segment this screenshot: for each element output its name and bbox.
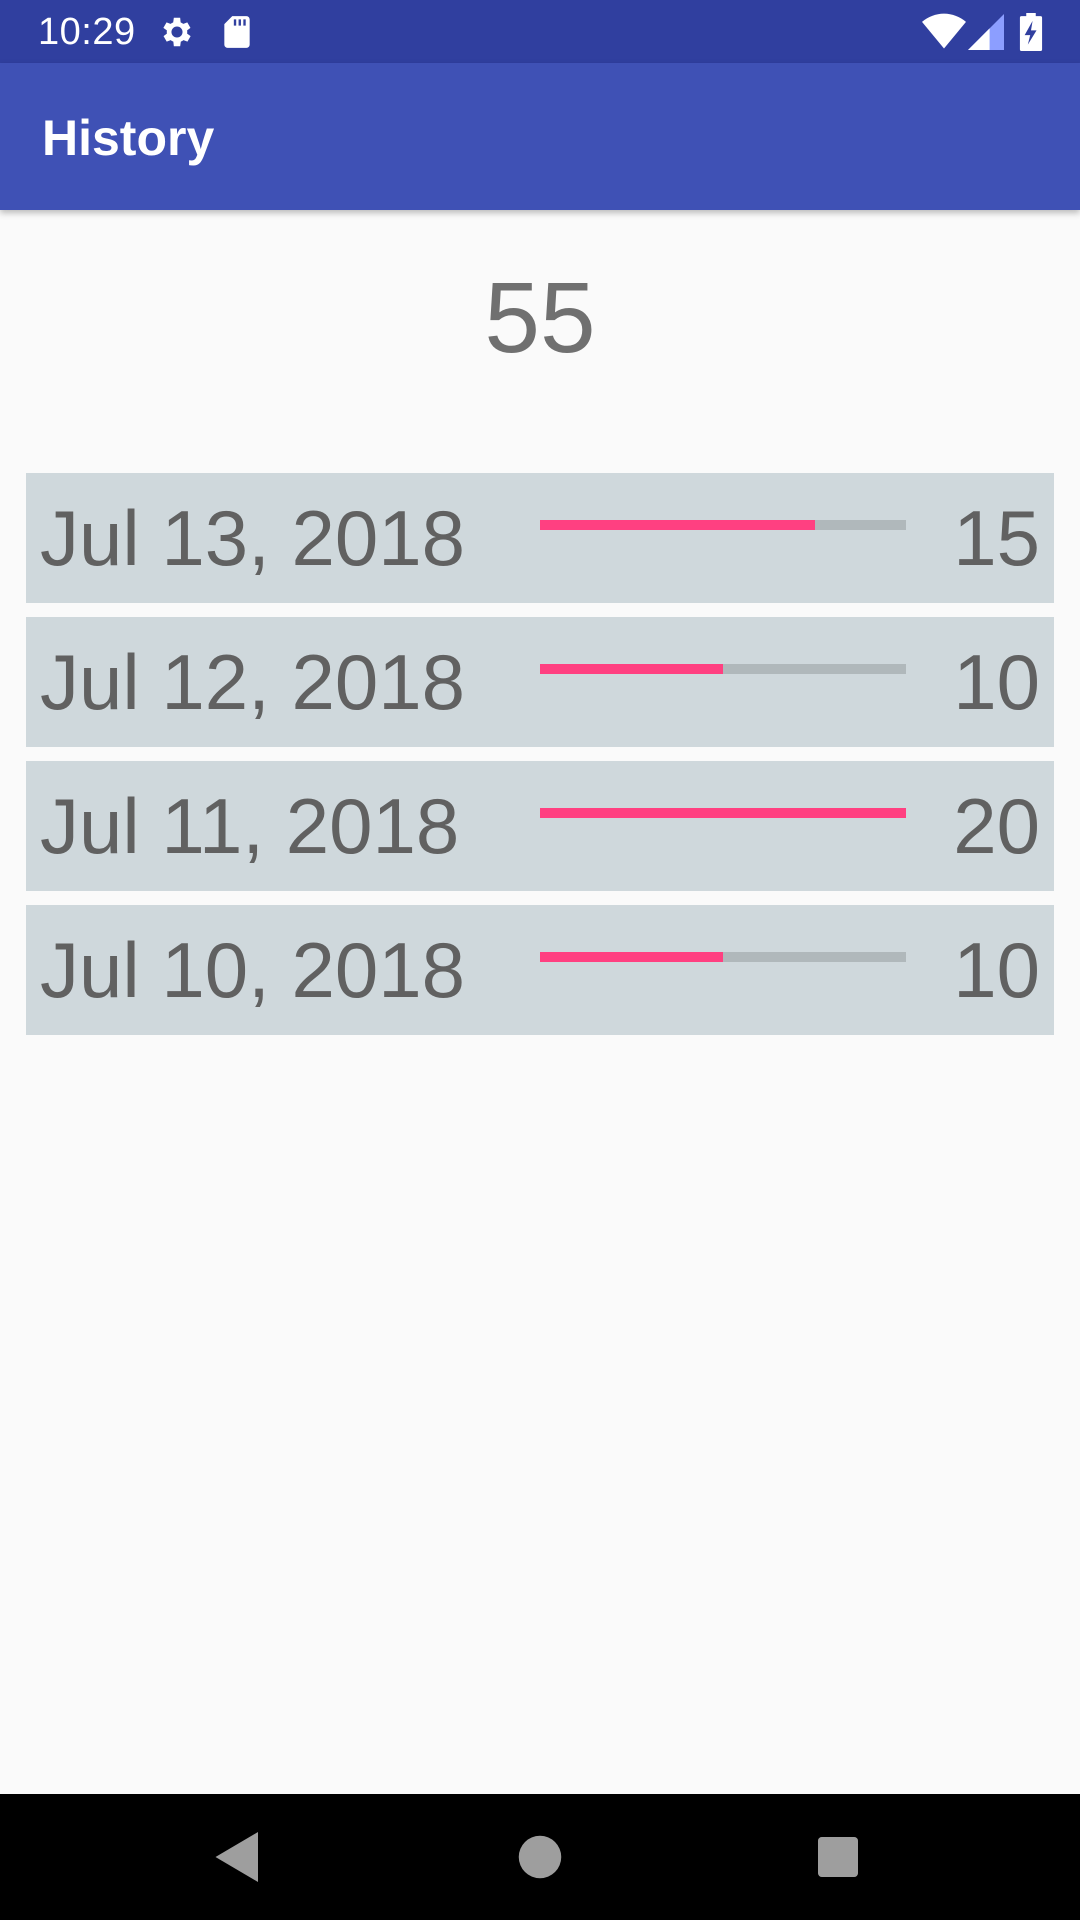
recents-icon[interactable] (808, 1827, 868, 1887)
page-title: History (42, 110, 215, 166)
history-row[interactable]: Jul 10, 2018 10 (26, 905, 1054, 1035)
total-count: 55 (484, 262, 596, 374)
progress-bar (540, 520, 906, 530)
progress-bar (540, 952, 906, 962)
status-time: 10:29 (38, 11, 136, 53)
row-count: 20 (953, 782, 1040, 870)
back-icon[interactable] (208, 1827, 268, 1887)
row-date: Jul 10, 2018 (40, 926, 466, 1014)
home-icon[interactable] (510, 1827, 570, 1887)
history-row[interactable]: Jul 12, 2018 10 (26, 617, 1054, 747)
app-bar: History (0, 63, 1080, 210)
row-date: Jul 13, 2018 (40, 494, 466, 582)
row-count: 15 (953, 494, 1040, 582)
cell-signal-icon (968, 13, 1004, 51)
status-bar: 10:29 (0, 0, 1080, 63)
battery-charging-icon (1018, 13, 1044, 51)
row-count: 10 (953, 926, 1040, 1014)
row-count: 10 (953, 638, 1040, 726)
history-row[interactable]: Jul 11, 2018 20 (26, 761, 1054, 891)
history-list: Jul 13, 2018 15 Jul 12, 2018 10 Jul 11, … (26, 473, 1054, 1049)
progress-bar (540, 664, 906, 674)
progress-bar-fill (540, 520, 815, 530)
progress-bar-fill (540, 808, 906, 818)
sd-card-icon (218, 13, 256, 51)
history-row[interactable]: Jul 13, 2018 15 (26, 473, 1054, 603)
gear-icon (158, 13, 196, 51)
row-date: Jul 11, 2018 (40, 782, 460, 870)
progress-bar-fill (540, 664, 723, 674)
progress-bar (540, 808, 906, 818)
wifi-icon (922, 13, 966, 51)
progress-bar-fill (540, 952, 723, 962)
navigation-bar (0, 1794, 1080, 1920)
row-date: Jul 12, 2018 (40, 638, 466, 726)
